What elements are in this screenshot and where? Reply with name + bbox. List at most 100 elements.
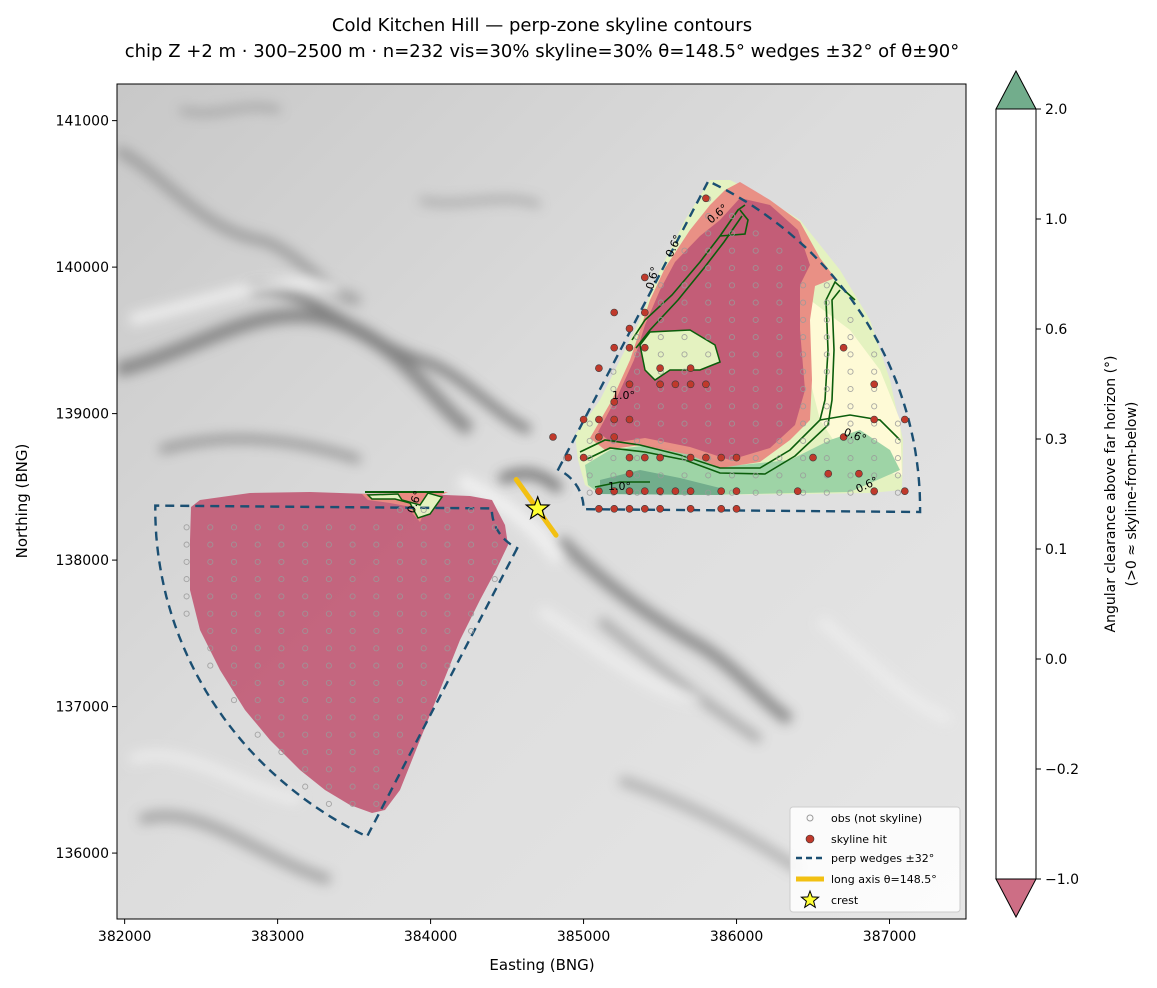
- obs-point: [254, 697, 261, 704]
- y-axis: 136000 137000 138000 139000 140000 141000 Nor…: [13, 114, 117, 862]
- obs-point: [444, 541, 451, 548]
- contour-label: 1.0°: [608, 480, 631, 493]
- skyline-hit-point: [625, 453, 634, 462]
- obs-point: [396, 558, 404, 565]
- colorbar-tick-label: 0.0: [1045, 652, 1067, 668]
- skyline-hit-point: [610, 308, 619, 317]
- sw-wedge-outline: [154, 504, 519, 839]
- skyline-hit-point: [855, 469, 863, 478]
- obs-point: [349, 800, 356, 807]
- obs-point: [230, 610, 238, 617]
- skyline-hit-point: [625, 469, 634, 478]
- skyline-hit-point: [549, 433, 557, 441]
- obs-point: [230, 576, 238, 583]
- skyline-hit-point: [564, 453, 573, 462]
- obs-point: [278, 627, 285, 635]
- y-tick-label: 137000: [56, 700, 109, 716]
- plot-area: 0.6° 0.6° 0.6° 0.6° 0.6° 1.0° 1.0° 0.6°: [117, 84, 966, 919]
- skyline-hit-point: [610, 415, 619, 424]
- colorbar-under-triangle: [995, 878, 1037, 919]
- skyline-hit-point: [870, 380, 879, 389]
- obs-point: [278, 731, 285, 738]
- obs-point: [776, 334, 783, 341]
- obs-point: [420, 558, 427, 565]
- obs-point: [373, 627, 380, 635]
- skyline-hit-point: [640, 453, 649, 462]
- obs-point: [278, 593, 285, 600]
- obs-point: [728, 334, 736, 341]
- obs-point: [278, 697, 285, 704]
- skyline-hit-point: [625, 324, 634, 333]
- obs-point: [871, 403, 878, 410]
- obs-point: [468, 524, 475, 531]
- obs-point: [349, 593, 356, 600]
- skyline-hit-point: [656, 453, 664, 462]
- obs-point: [396, 679, 404, 686]
- obs-point: [302, 541, 309, 548]
- obs-point: [871, 472, 878, 479]
- obs-point: [705, 368, 712, 375]
- ne-wedge-red-core: [598, 198, 810, 460]
- skyline-hit-point: [656, 380, 664, 389]
- skyline-hit-point: [595, 433, 603, 441]
- obs-point: [776, 437, 783, 444]
- obs-point: [586, 437, 593, 444]
- skyline-hit-point: [686, 453, 695, 462]
- obs-point: [254, 610, 261, 617]
- obs-point: [420, 679, 427, 686]
- obs-point: [302, 679, 309, 686]
- obs-point: [420, 697, 427, 704]
- obs-point: [302, 748, 309, 756]
- obs-point: [420, 645, 427, 652]
- obs-point: [444, 506, 451, 514]
- obs-point: [325, 541, 332, 548]
- obs-point: [349, 697, 356, 704]
- contour-label: 0.6°: [643, 265, 662, 291]
- skyline-hit-point: [732, 504, 741, 513]
- skyline-hit-point: [656, 487, 664, 496]
- colorbar-tick-label: −1.0: [1045, 872, 1079, 888]
- obs-point: [634, 472, 641, 479]
- obs-point: [847, 351, 854, 358]
- colorbar-tick-label: 0.1: [1045, 542, 1067, 558]
- obs-point: [776, 385, 783, 393]
- obs-point: [823, 403, 830, 410]
- obs-point: [468, 558, 475, 565]
- obs-point: [278, 679, 285, 686]
- skyline-hit-point: [671, 487, 680, 496]
- skyline-hit-point: [625, 343, 634, 352]
- obs-point: [278, 714, 285, 721]
- skyline-hit-point: [595, 415, 603, 424]
- skyline-hit-point: [610, 504, 619, 513]
- obs-point: [444, 645, 451, 652]
- obs-point: [373, 731, 380, 738]
- skyline-hit-point: [656, 364, 664, 373]
- obs-point: [705, 230, 712, 237]
- obs-point: [657, 334, 664, 341]
- obs-point: [728, 230, 736, 237]
- obs-point: [207, 558, 214, 565]
- obs-point: [752, 489, 759, 496]
- obs-point: [800, 403, 807, 410]
- obs-point: [705, 282, 712, 289]
- obs-point: [776, 316, 783, 323]
- obs-point: [325, 766, 332, 773]
- obs-point: [610, 472, 617, 479]
- obs-point: [752, 299, 759, 306]
- obs-point: [894, 489, 901, 496]
- obs-point: [468, 506, 475, 514]
- chart-subtitle: chip Z +2 m · 300–2500 m · n=232 vis=30%…: [125, 41, 960, 62]
- obs-point: [705, 489, 712, 496]
- obs-point: [302, 731, 309, 738]
- obs-point: [823, 368, 830, 375]
- obs-point: [325, 576, 332, 583]
- obs-point: [444, 524, 451, 531]
- obs-point: [752, 385, 759, 393]
- obs-point: [776, 403, 783, 410]
- skyline-hit-point: [625, 487, 634, 496]
- skyline-hit-point: [595, 504, 603, 513]
- obs-point: [325, 731, 332, 738]
- obs-point: [302, 593, 309, 600]
- obs-point: [634, 455, 641, 462]
- obs-point: [681, 351, 688, 358]
